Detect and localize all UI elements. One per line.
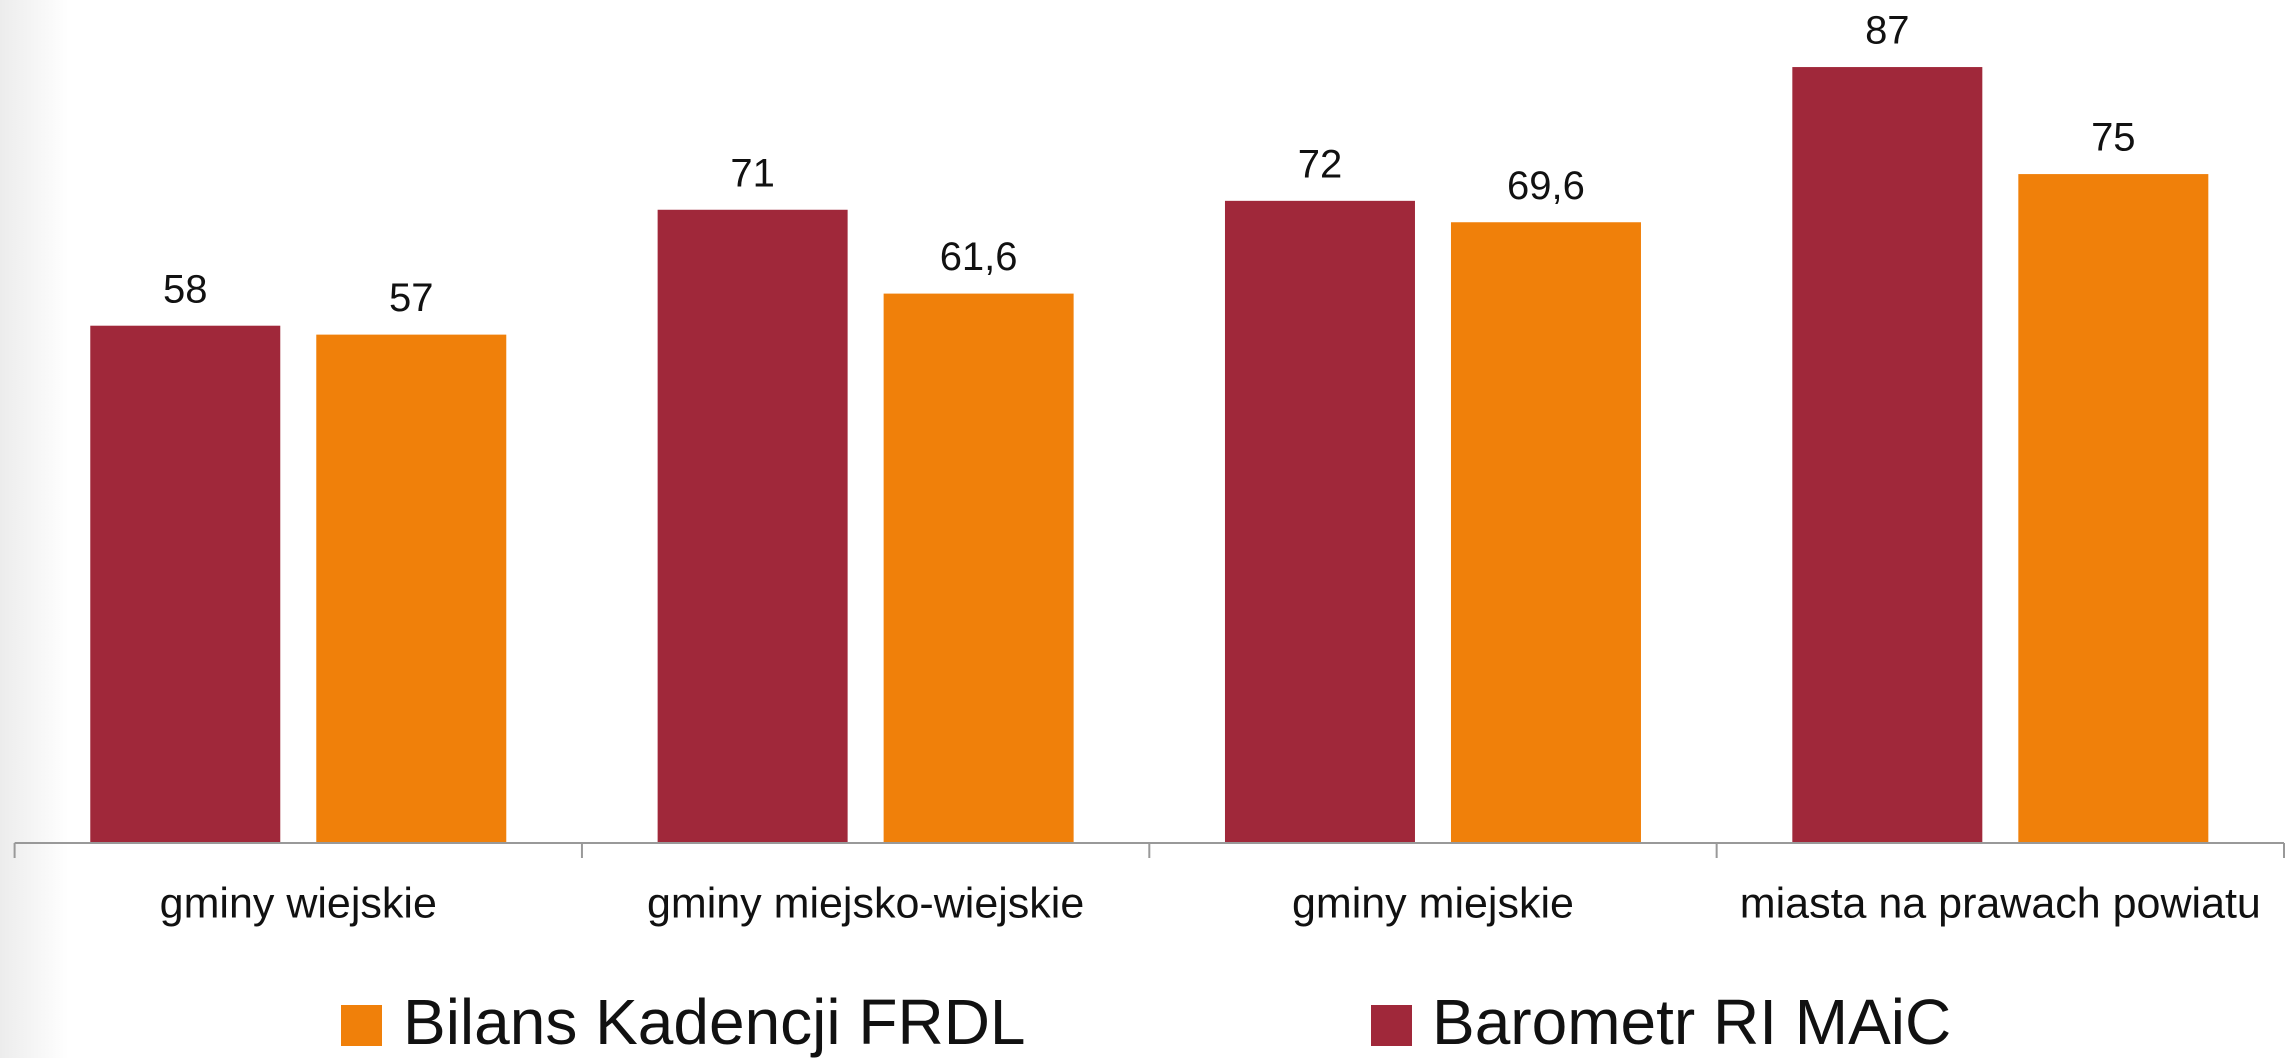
data-label: 75 [2091,116,2136,160]
data-label: 72 [1298,142,1343,186]
legend-swatch [341,1005,382,1046]
x-tick-label: gminy wiejskie [160,879,437,927]
data-label: 57 [389,276,434,320]
bar [1450,222,1641,843]
legend-label: Bilans Kadencji FRDL [403,986,1026,1058]
bar [883,293,1074,843]
bar [90,325,281,843]
data-label: 87 [1865,9,1910,53]
legend-swatch [1371,1005,1412,1046]
legend-label: Barometr RI MAiC [1432,986,1951,1058]
x-tick-label: gminy miejskie [1292,879,1574,927]
bar [657,209,848,843]
data-label: 61,6 [940,235,1018,279]
bar [2018,174,2209,844]
x-tick-label: miasta na prawach powiatu [1740,879,2261,927]
bar [1792,67,1983,844]
bar [316,334,507,843]
data-label: 71 [730,151,775,195]
x-tick-label: gminy miejsko-wiejskie [647,879,1084,927]
data-label: 58 [163,267,208,311]
bar [1224,200,1415,844]
data-label: 69,6 [1507,164,1585,208]
